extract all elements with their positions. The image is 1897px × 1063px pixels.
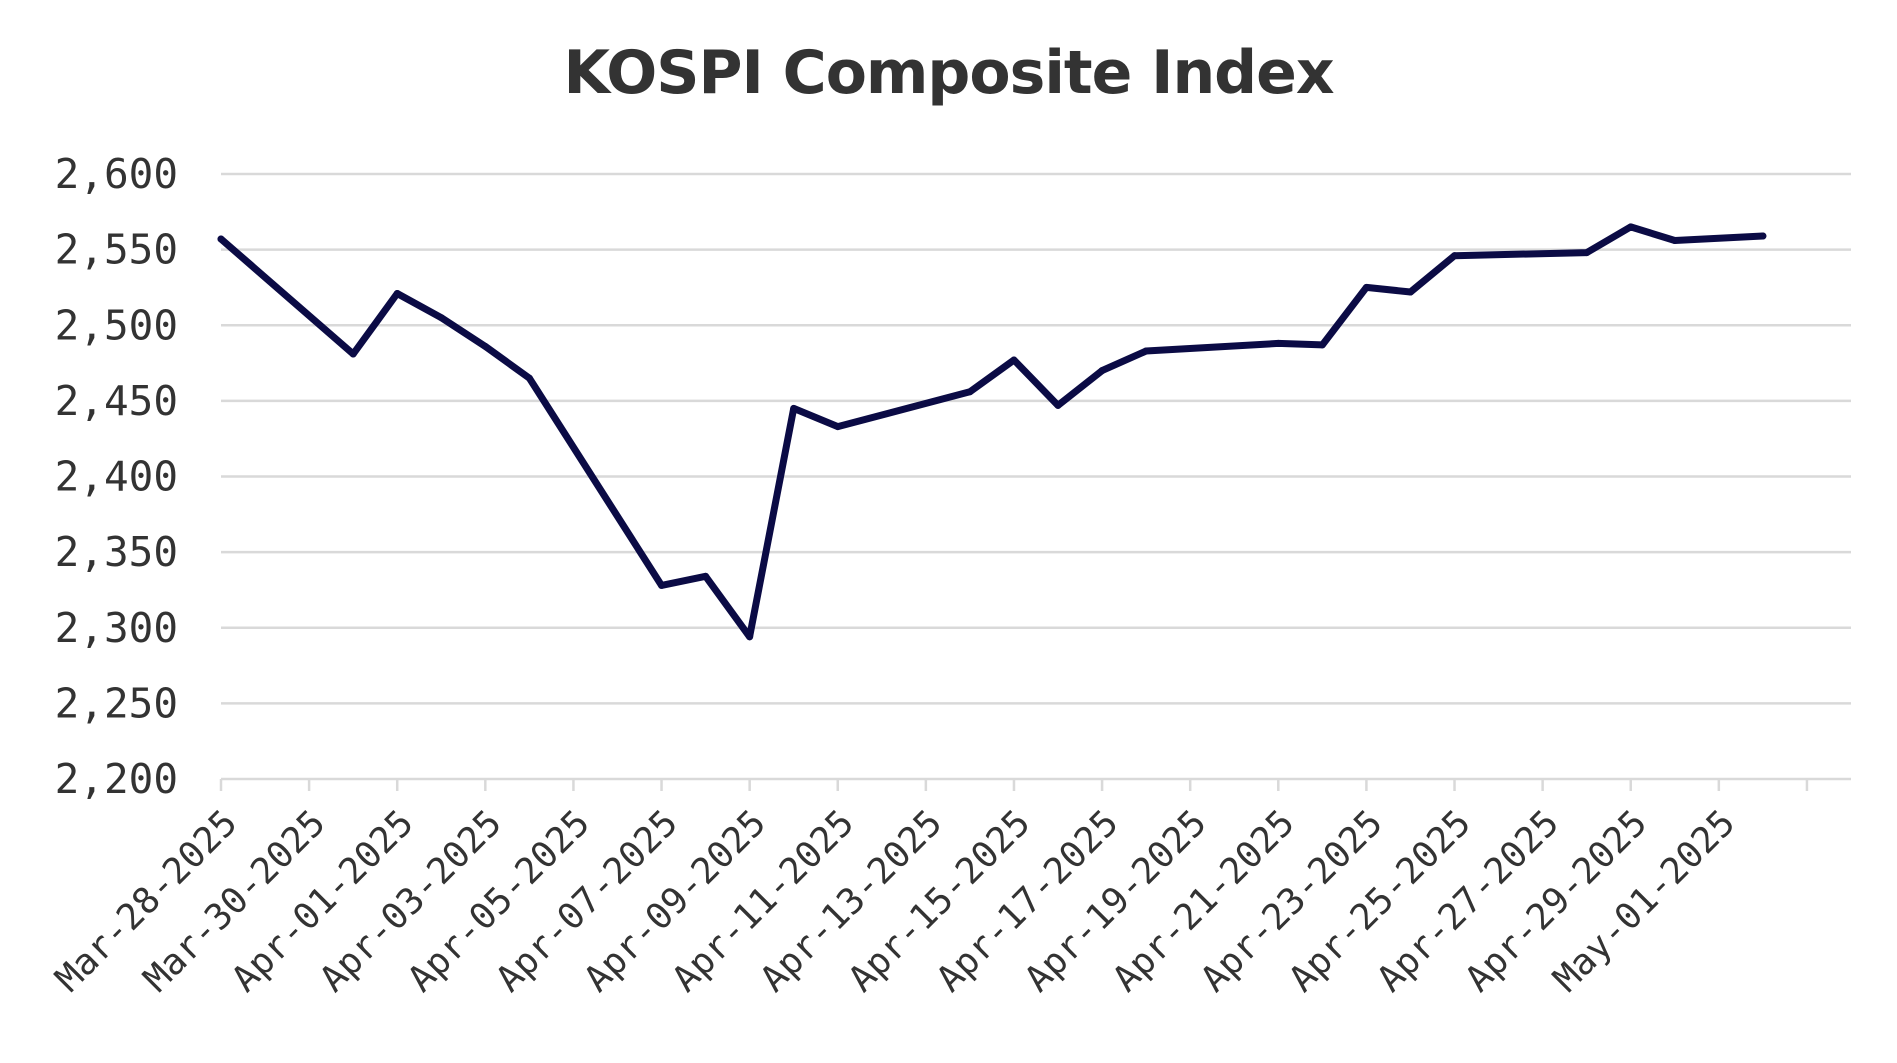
data-point — [1451, 252, 1459, 260]
y-tick-label: 2,300 — [55, 604, 178, 652]
data-point — [1010, 356, 1018, 364]
chart-title: KOSPI Composite Index — [563, 38, 1334, 108]
data-point — [481, 342, 489, 350]
data-point — [1274, 339, 1282, 347]
data-point — [1054, 401, 1062, 409]
y-tick-label: 2,600 — [55, 150, 178, 198]
data-point — [349, 350, 357, 358]
data-point — [1406, 288, 1414, 296]
data-point — [217, 235, 225, 243]
series-line — [217, 223, 1767, 641]
data-point — [1671, 237, 1679, 245]
data-point — [437, 314, 445, 322]
y-tick-label: 2,200 — [55, 755, 178, 803]
y-tick-label: 2,550 — [55, 226, 178, 274]
data-point — [966, 388, 974, 396]
data-point — [1362, 283, 1370, 291]
y-axis: 2,200 2,250 2,300 2,350 2,400 2,450 2,500 2,550… — [55, 150, 178, 803]
y-tick-label: 2,450 — [55, 377, 178, 425]
y-tick-label: 2,250 — [55, 679, 178, 727]
data-point — [702, 572, 710, 580]
data-point — [658, 581, 666, 589]
gridlines — [221, 172, 1851, 705]
series-layer — [217, 223, 1767, 641]
x-axis: Mar-28-2025Mar-30-2025Apr-01-2025Apr-03-… — [48, 777, 1851, 1000]
data-point — [1759, 232, 1767, 240]
data-point — [393, 289, 401, 297]
data-point — [1142, 347, 1150, 355]
data-point — [1098, 367, 1106, 375]
data-point — [1583, 249, 1591, 257]
y-tick-label: 2,400 — [55, 453, 178, 501]
data-point — [746, 633, 754, 641]
data-point — [1627, 223, 1635, 231]
data-point — [1318, 341, 1326, 349]
data-point — [525, 374, 533, 382]
y-tick-label: 2,500 — [55, 301, 178, 349]
data-point — [834, 423, 842, 431]
data-point — [790, 404, 798, 412]
y-tick-label: 2,350 — [55, 528, 178, 576]
